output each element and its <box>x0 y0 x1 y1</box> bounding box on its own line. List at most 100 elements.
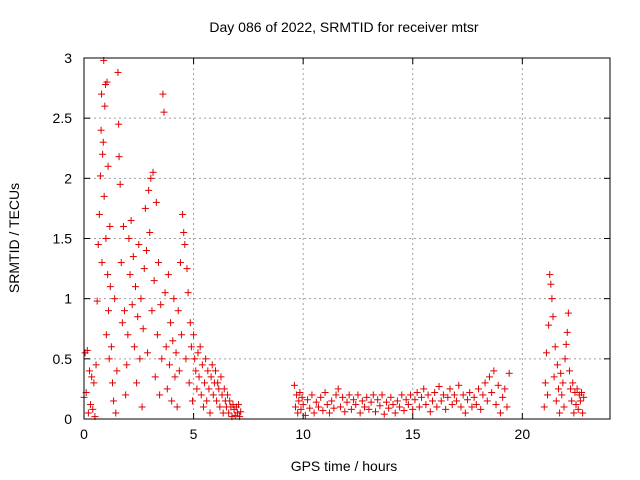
data-point <box>136 355 144 363</box>
data-point <box>554 385 562 393</box>
data-point <box>146 228 154 236</box>
data-point <box>426 408 434 416</box>
data-point <box>112 409 120 417</box>
data-point <box>411 396 419 404</box>
data-point <box>569 379 577 387</box>
data-point <box>448 401 456 409</box>
data-point <box>139 325 147 333</box>
data-point <box>98 90 106 98</box>
data-point <box>299 401 307 409</box>
data-point <box>128 301 136 309</box>
data-point <box>155 259 163 267</box>
data-point <box>147 174 155 182</box>
data-point <box>103 78 111 86</box>
data-point <box>464 396 472 404</box>
data-point <box>152 198 160 206</box>
data-point <box>578 389 586 397</box>
data-point <box>576 397 584 405</box>
data-point <box>295 397 303 405</box>
data-point <box>433 403 441 411</box>
data-point <box>206 409 214 417</box>
data-point <box>193 385 201 393</box>
data-point <box>542 349 550 357</box>
data-point <box>99 138 107 146</box>
y-tick-label: 3 <box>64 50 72 66</box>
data-point <box>149 168 157 176</box>
x-tick-label: 15 <box>405 426 421 442</box>
data-point <box>341 408 349 416</box>
data-point <box>475 385 482 393</box>
data-point <box>428 397 436 405</box>
data-point <box>387 393 395 401</box>
data-point <box>140 265 148 273</box>
data-point <box>134 313 142 321</box>
data-point <box>133 379 141 387</box>
data-point <box>217 373 225 381</box>
data-point <box>291 403 299 411</box>
axis-ticks: 0 5 10 15 20 0 0.5 1 1.5 2 2.5 3 <box>53 50 610 442</box>
data-point <box>323 401 331 409</box>
data-point <box>199 403 207 411</box>
data-point <box>156 391 164 399</box>
data-point <box>446 385 454 393</box>
data-point <box>347 405 355 413</box>
data-point <box>106 283 114 291</box>
data-point <box>407 391 415 399</box>
data-point <box>125 235 133 242</box>
data-point <box>105 307 113 315</box>
data-point <box>296 389 304 397</box>
data-point <box>336 403 344 411</box>
data-point <box>122 391 130 399</box>
data-point <box>457 403 465 411</box>
data-point <box>153 331 161 339</box>
data-point <box>574 405 582 413</box>
data-point <box>409 405 417 413</box>
data-point <box>400 407 408 415</box>
data-point <box>385 404 393 412</box>
data-point <box>170 295 178 303</box>
data-point <box>404 401 412 409</box>
data-point <box>550 373 558 381</box>
data-points <box>80 56 588 421</box>
x-tick-label: 0 <box>80 426 88 442</box>
data-point <box>358 397 366 405</box>
data-point <box>565 367 573 375</box>
data-point <box>551 343 559 351</box>
data-point <box>98 259 106 267</box>
data-point <box>124 331 132 339</box>
data-point <box>547 280 555 288</box>
y-tick-label: 2.5 <box>53 110 73 126</box>
data-point <box>161 289 169 297</box>
data-point <box>301 411 309 419</box>
data-point <box>165 361 173 369</box>
data-point <box>212 367 219 375</box>
data-point <box>235 401 243 409</box>
data-point <box>562 340 570 348</box>
data-point <box>113 367 121 375</box>
data-point <box>503 403 511 411</box>
data-point <box>444 393 452 401</box>
data-point <box>203 397 211 405</box>
data-point <box>183 265 191 273</box>
data-point <box>224 391 232 399</box>
data-point <box>226 397 234 405</box>
data-point <box>501 385 509 393</box>
data-point <box>175 367 183 375</box>
data-point <box>111 295 119 303</box>
data-point <box>369 391 377 399</box>
data-point <box>402 396 410 404</box>
y-tick-label: 2 <box>64 170 72 186</box>
plot-frame <box>83 57 611 420</box>
data-point <box>297 405 305 413</box>
y-tick-label: 0.5 <box>53 351 73 367</box>
data-point <box>325 409 333 417</box>
data-point <box>108 379 116 387</box>
data-point <box>119 222 127 230</box>
data-point <box>580 393 588 401</box>
data-point <box>84 409 92 417</box>
data-point <box>319 407 327 415</box>
data-point <box>437 397 445 405</box>
data-point <box>178 331 186 339</box>
x-tick-label: 10 <box>295 426 311 442</box>
data-point <box>393 397 401 405</box>
